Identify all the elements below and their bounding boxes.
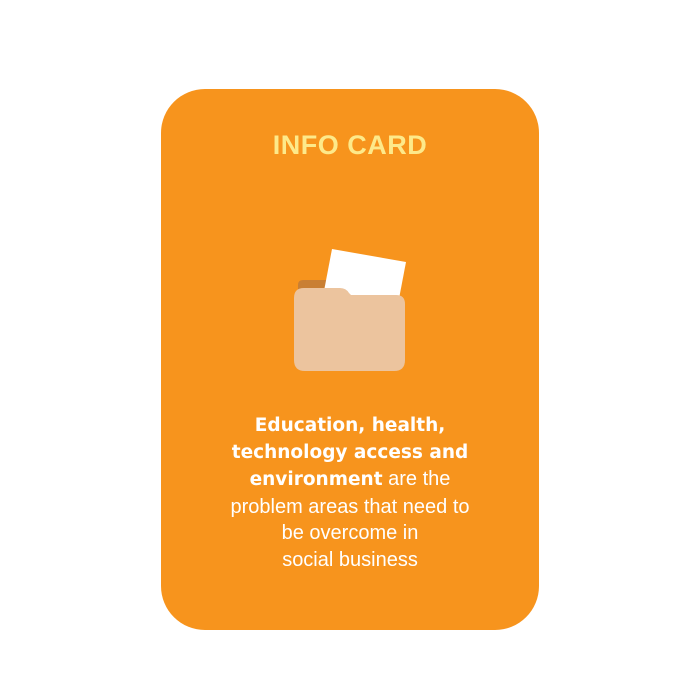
- body-line-6: social business: [282, 548, 418, 571]
- body-line-5: be overcome in: [281, 522, 419, 544]
- body-line-3-rest: are the: [382, 468, 451, 490]
- body-line-3-bold: environment: [249, 469, 383, 490]
- body-line-3: environment are the: [200, 466, 500, 494]
- card-title: INFO CARD: [272, 130, 428, 160]
- body-line-4: problem areas that need to: [230, 495, 470, 518]
- folder-body-shape: [294, 288, 405, 371]
- body-line-2: technology access and: [231, 441, 469, 463]
- body-line-1: Education, health,: [254, 415, 446, 436]
- card-body-text: Education, health, technology access and…: [200, 413, 500, 573]
- folder-with-paper-icon: [294, 249, 406, 371]
